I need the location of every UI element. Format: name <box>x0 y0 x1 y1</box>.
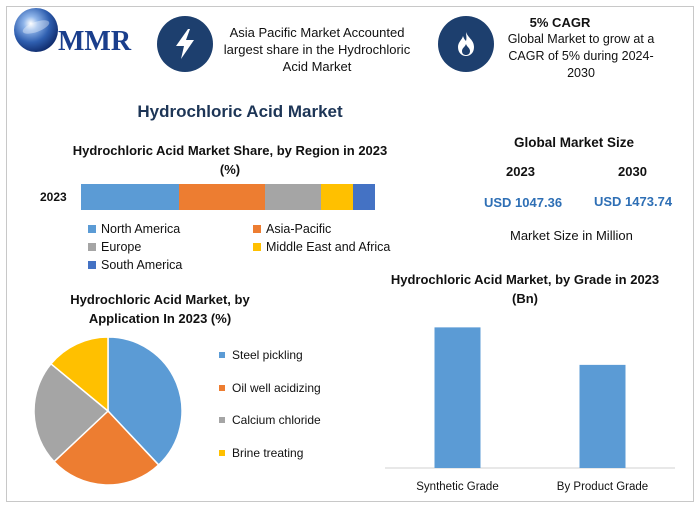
infographic-frame <box>6 6 694 502</box>
region-bar-segment-europe <box>264 184 321 210</box>
region-row-label: 2023 <box>40 190 67 204</box>
grade-bar-synthetic-grade <box>434 327 481 468</box>
lightning-bolt-icon <box>157 16 213 72</box>
legend-swatch <box>219 352 225 358</box>
pie-legend-item-steel-pickling: Steel pickling <box>219 348 303 362</box>
value-2030: USD 1473.74 <box>594 194 673 209</box>
legend-label: North America <box>101 222 181 236</box>
market-size-note: Market Size in Million <box>510 228 633 243</box>
pie-slice-oil-well-acidizing <box>52 409 160 486</box>
application-chart-title: Hydrochloric Acid Market, by Application… <box>70 292 250 326</box>
legend-label: Europe <box>101 240 142 254</box>
badge2-title: 5% CAGR <box>529 15 591 30</box>
region-chart-title: Hydrochloric Acid Market Share, by Regio… <box>72 143 388 177</box>
legend-swatch <box>88 225 96 233</box>
region-bar-segment-south-america <box>352 184 375 210</box>
legend-label: South America <box>101 258 183 272</box>
region-stacked-bar <box>81 184 375 210</box>
main-title: Hydrochloric Acid Market <box>137 102 343 121</box>
globe-logo-icon <box>14 8 58 52</box>
legend-swatch <box>219 385 225 391</box>
pie-legend-item-brine-treating: Brine treating <box>219 446 303 460</box>
legend-label: Brine treating <box>232 446 304 460</box>
logo-text: MMR <box>58 26 132 57</box>
global-market-title: Global Market Size <box>513 135 635 150</box>
pie-legend-item-calcium-chloride: Calcium chloride <box>219 413 321 427</box>
legend-label: Asia-Pacific <box>266 222 332 236</box>
grade-bar-chart: Synthetic Grade By Product Grade <box>385 327 675 493</box>
badge2-text: Global Market to grow at a CAGR of 5% du… <box>507 32 655 80</box>
pie-slice-calcium-chloride <box>33 362 110 463</box>
pie-slice-brine-treating <box>49 336 109 413</box>
grade-chart-title: Hydrochloric Acid Market, by Grade in 20… <box>390 272 660 306</box>
application-pie-chart <box>33 336 183 486</box>
pie-slice-steel-pickling <box>107 336 183 467</box>
legend-item-south-america: South America <box>88 258 182 272</box>
legend-label: Middle East and Africa <box>266 240 391 254</box>
year-2023: 2023 <box>506 164 535 179</box>
legend-label: Steel pickling <box>232 348 303 362</box>
value-2023: USD 1047.36 <box>484 195 563 210</box>
region-bar-segment-north-america <box>81 184 180 210</box>
flame-icon <box>438 16 494 72</box>
grade-category-label: Synthetic Grade <box>416 481 498 493</box>
legend-item-north-america: North America <box>88 222 180 236</box>
legend-swatch <box>219 417 225 423</box>
grade-bar-by-product-grade <box>579 364 626 468</box>
legend-label: Calcium chloride <box>232 413 321 427</box>
badge1-text: Asia Pacific Market Accounted largest sh… <box>223 25 411 74</box>
legend-item-asia-pacific: Asia-Pacific <box>253 222 331 236</box>
legend-swatch <box>88 243 96 251</box>
year-2030: 2030 <box>618 164 647 179</box>
region-bar-segment-middle-east-and-africa <box>320 184 353 210</box>
legend-label: Oil well acidizing <box>232 381 321 395</box>
legend-item-europe: Europe <box>88 240 141 254</box>
grade-category-label: By Product Grade <box>557 481 648 493</box>
pie-legend-item-oil-well-acidizing: Oil well acidizing <box>219 381 321 395</box>
legend-swatch <box>253 243 261 251</box>
legend-swatch <box>253 225 261 233</box>
legend-swatch <box>219 450 225 456</box>
legend-swatch <box>88 261 96 269</box>
region-bar-segment-asia-pacific <box>179 184 265 210</box>
legend-item-middle-east-africa: Middle East and Africa <box>253 240 390 254</box>
